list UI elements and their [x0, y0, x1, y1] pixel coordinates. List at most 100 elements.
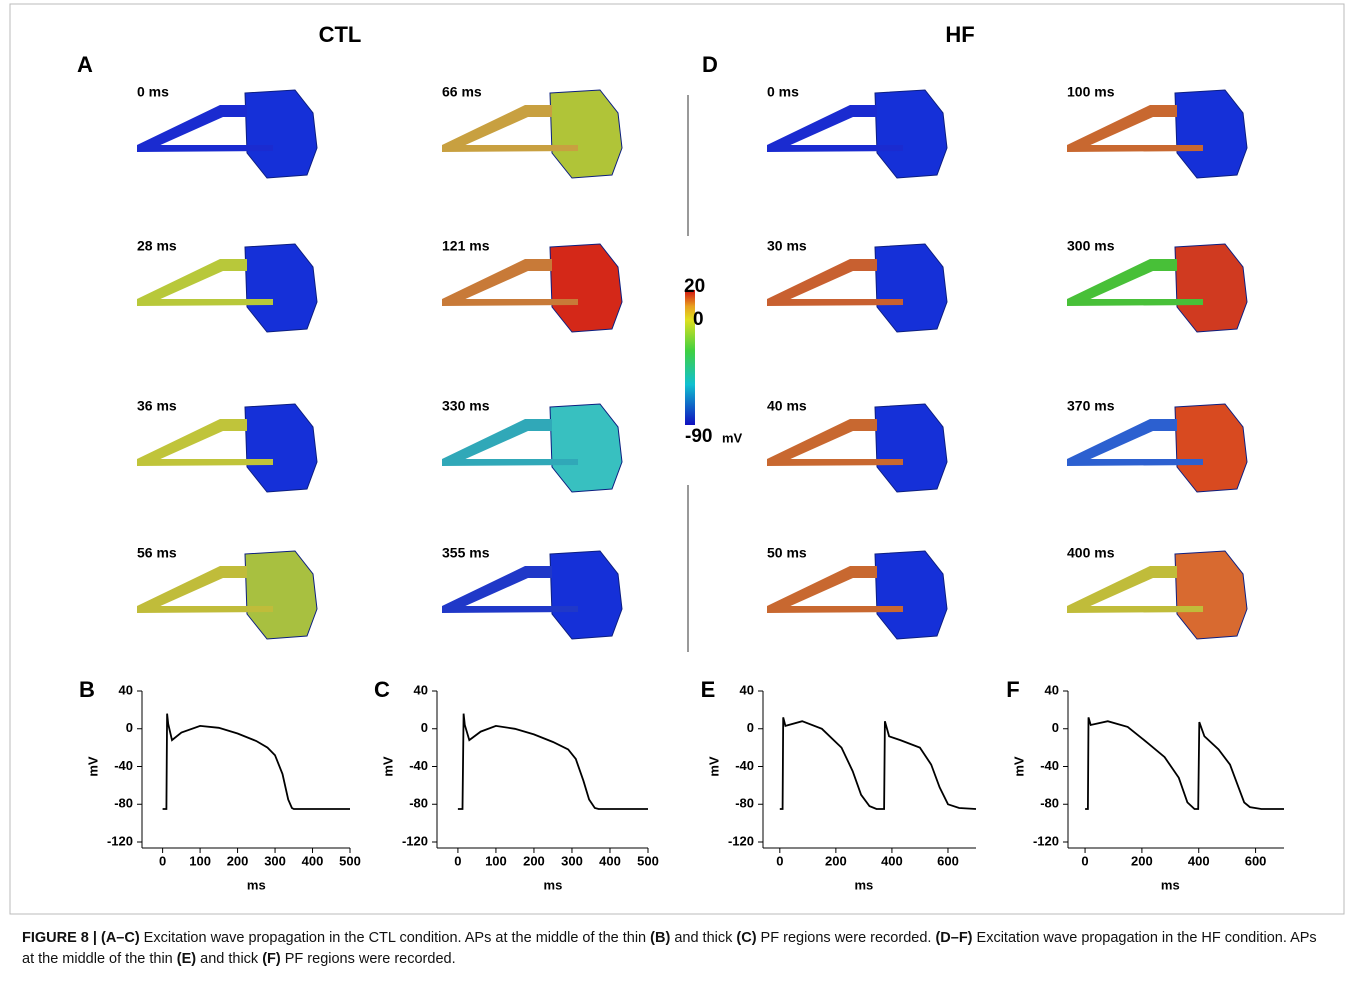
x-tick-label: 100	[485, 853, 507, 868]
cable-top	[1067, 419, 1177, 465]
caption-text: (F)	[262, 951, 281, 967]
cable-top	[442, 105, 552, 151]
caption-text: Excitation wave propagation in the HF co…	[22, 930, 1317, 967]
panel-label: F	[1006, 677, 1019, 702]
x-axis-label: ms	[247, 877, 266, 892]
y-tick-label: -120	[402, 833, 428, 848]
tissue-block	[1174, 243, 1248, 333]
y-tick-label: -120	[728, 833, 754, 848]
cable-bottom	[137, 459, 273, 466]
caption-text: Excitation wave propagation in the CTL c…	[139, 930, 651, 946]
x-tick-label: 0	[159, 853, 166, 868]
y-tick-label: -80	[735, 796, 754, 811]
cable-bottom	[767, 459, 903, 466]
cable-top	[767, 566, 877, 612]
tissue-block	[874, 403, 948, 493]
column-title: HF	[945, 22, 974, 47]
cable-bottom	[442, 459, 578, 466]
panel-label: D	[702, 52, 718, 77]
snapshot	[137, 403, 318, 493]
y-axis-label: mV	[706, 756, 721, 777]
y-tick-label: -120	[107, 833, 133, 848]
cable-bottom	[1067, 299, 1203, 306]
cable-top	[442, 419, 552, 465]
y-tick-label: 0	[747, 720, 754, 735]
tissue-block	[1174, 403, 1248, 493]
cable-bottom	[442, 606, 578, 613]
cable-bottom	[137, 606, 273, 613]
colorbar	[685, 290, 695, 425]
cable-top	[442, 259, 552, 305]
column-title: CTL	[319, 22, 362, 47]
x-tick-label: 300	[264, 853, 286, 868]
snapshot	[1067, 243, 1248, 333]
y-axis-label: mV	[1011, 756, 1026, 777]
x-tick-label: 0	[454, 853, 461, 868]
cable-bottom	[767, 145, 903, 152]
y-tick-label: 40	[414, 682, 428, 697]
snapshot	[767, 550, 948, 640]
caption-text: (E)	[176, 951, 197, 967]
snapshot-time: 30 ms	[767, 238, 807, 254]
snapshot-time: 330 ms	[442, 398, 490, 414]
snapshot	[1067, 550, 1248, 640]
y-tick-label: 40	[1045, 682, 1059, 697]
x-tick-label: 0	[1081, 853, 1088, 868]
y-tick-label: -80	[1040, 796, 1059, 811]
x-tick-label: 600	[1245, 853, 1267, 868]
snapshot-time: 300 ms	[1067, 238, 1115, 254]
snapshot-time: 66 ms	[442, 84, 482, 100]
y-tick-label: 0	[1052, 720, 1059, 735]
y-tick-label: 0	[126, 720, 133, 735]
tissue-block	[549, 243, 623, 333]
snapshot	[442, 403, 623, 493]
snapshot-time: 40 ms	[767, 398, 807, 414]
y-tick-label: 40	[119, 682, 133, 697]
caption-text: and thick	[670, 930, 737, 946]
cable-top	[1067, 105, 1177, 151]
cable-top	[137, 566, 247, 612]
tissue-block	[874, 243, 948, 333]
tissue-block	[874, 89, 948, 179]
ap-trace	[457, 713, 648, 810]
tissue-block	[1174, 550, 1248, 640]
y-tick-label: 0	[421, 720, 428, 735]
y-tick-label: -80	[114, 796, 133, 811]
panel-label: C	[374, 677, 390, 702]
cable-bottom	[1067, 459, 1203, 466]
snapshot	[767, 403, 948, 493]
cable-bottom	[767, 606, 903, 613]
snapshot	[767, 243, 948, 333]
cable-bottom	[442, 145, 578, 152]
x-tick-label: 100	[189, 853, 211, 868]
x-axis-label: ms	[854, 877, 873, 892]
x-axis-label: ms	[544, 877, 563, 892]
snapshot-time: 56 ms	[137, 545, 177, 561]
panel-label: B	[79, 677, 95, 702]
tissue-block	[244, 89, 318, 179]
snapshot-time: 355 ms	[442, 545, 490, 561]
cable-top	[1067, 259, 1177, 305]
ap-trace	[1085, 717, 1284, 810]
frame	[9, 3, 1345, 915]
snapshot-time: 50 ms	[767, 545, 807, 561]
caption-text: FIGURE 8 | (A–C)	[22, 930, 140, 946]
cable-top	[767, 419, 877, 465]
y-axis-label: mV	[380, 756, 395, 777]
x-tick-label: 400	[881, 853, 903, 868]
caption-text: (B)	[650, 930, 671, 946]
x-tick-label: 500	[637, 853, 659, 868]
snapshot	[1067, 403, 1248, 493]
snapshot-time: 0 ms	[137, 84, 169, 100]
x-tick-label: 400	[302, 853, 324, 868]
cable-top	[767, 259, 877, 305]
y-tick-label: -40	[409, 758, 428, 773]
caption-text: PF regions were recorded.	[756, 930, 936, 946]
colorbar-min: -90	[685, 426, 712, 447]
snapshot-time: 36 ms	[137, 398, 177, 414]
x-tick-label: 300	[561, 853, 583, 868]
caption-text: PF regions were recorded.	[280, 951, 456, 967]
cable-top	[137, 419, 247, 465]
cable-top	[767, 105, 877, 151]
